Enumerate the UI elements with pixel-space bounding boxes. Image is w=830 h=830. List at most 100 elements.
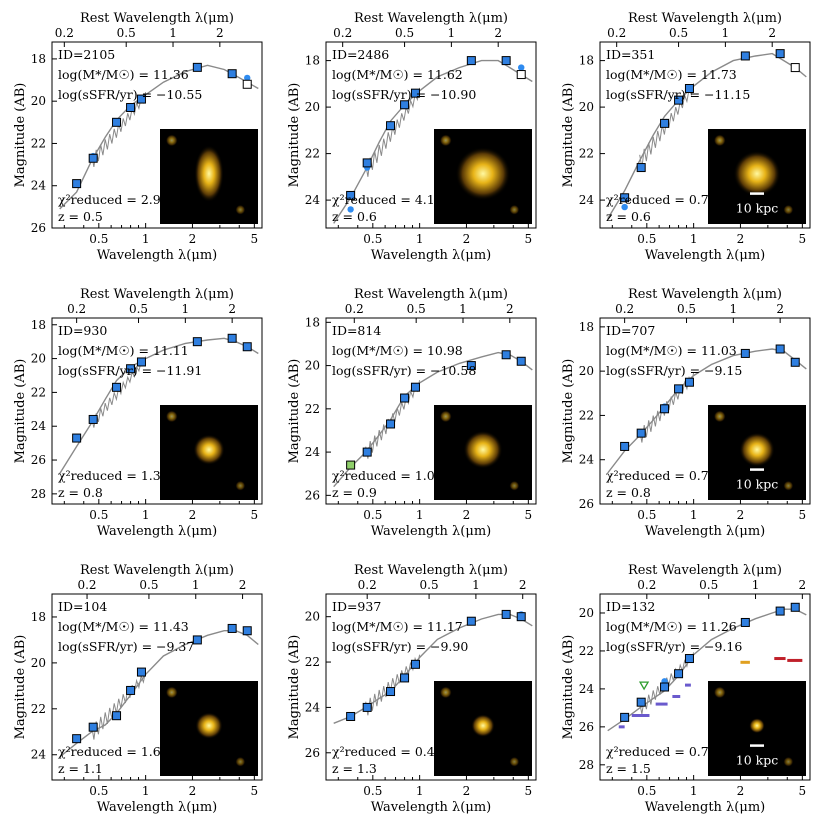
observed-point <box>660 404 670 414</box>
stellar-mass: log(M*/M☉) = 11.17 <box>332 619 463 634</box>
x-tick-label: 5 <box>251 232 259 246</box>
x-tick-label: 1 <box>416 232 424 246</box>
top-tick-label: 1 <box>459 302 467 316</box>
x-tick-label: 5 <box>251 784 259 798</box>
observed-point <box>72 433 82 443</box>
x-tick-label: 1 <box>142 784 150 798</box>
observed-point <box>136 357 146 367</box>
top-tick-label: 1 <box>182 302 190 316</box>
y-axis-label: Magnitude (AB) <box>13 83 28 188</box>
x-tick-label: 2 <box>737 784 745 798</box>
specific-sfr: log(sSFR/yr) = −9.90 <box>332 639 468 654</box>
observed-point <box>112 117 122 127</box>
stellar-mass: log(M*/M☉) = 11.36 <box>58 67 189 82</box>
observed-point <box>501 56 511 66</box>
x-tick-label: 2 <box>189 784 197 798</box>
y-tick-label: 20 <box>579 606 594 620</box>
top-tick-label: 1 <box>752 578 760 592</box>
x-tick-label: 5 <box>799 784 807 798</box>
y-tick-label: 24 <box>579 682 595 696</box>
observed-point <box>501 609 511 619</box>
x-tick-label: 0.5 <box>89 232 108 246</box>
observed-point <box>740 348 750 358</box>
galaxy <box>733 150 781 197</box>
top-axis-label: Rest Wavelength λ(μm) <box>354 11 508 26</box>
redshift: z = 0.8 <box>606 485 651 500</box>
companion-source <box>439 410 452 423</box>
specific-sfr: log(sSFR/yr) = −10.90 <box>332 87 476 102</box>
top-tick-label: 0.2 <box>615 302 634 316</box>
companion-source <box>439 134 452 147</box>
top-tick-label: 0.5 <box>699 578 718 592</box>
galaxy-id: ID=814 <box>332 323 381 338</box>
model-sed <box>607 52 807 220</box>
observed-point <box>516 356 526 366</box>
y-tick-label: 24 <box>31 748 47 762</box>
top-tick-label: 2 <box>494 26 502 40</box>
observed-point <box>636 428 646 438</box>
chi-squared: χ²reduced = 1.05 <box>332 468 443 483</box>
panel-frame <box>51 317 263 505</box>
panel-frame <box>325 41 537 229</box>
observed-point <box>192 635 202 645</box>
plot-area <box>59 333 259 500</box>
top-tick-label: 0.5 <box>117 26 136 40</box>
observed-point <box>227 623 237 633</box>
y-tick-label: 22 <box>31 385 46 399</box>
top-axis-label: Rest Wavelength λ(μm) <box>628 563 782 578</box>
galaxy <box>739 432 775 467</box>
top-tick-label: 2 <box>216 26 224 40</box>
x-tick-label: 1 <box>690 232 698 246</box>
observed-point <box>126 685 136 695</box>
y-tick-label: 22 <box>305 147 320 161</box>
stellar-mass: log(M*/M☉) = 10.98 <box>332 343 463 358</box>
plot-area <box>59 623 259 776</box>
observed-point <box>242 342 252 352</box>
companion-source <box>713 134 726 147</box>
observed-point <box>346 711 356 721</box>
observed-point <box>192 62 202 72</box>
y-axis-label: Magnitude (AB) <box>287 359 302 464</box>
x-tick-label: 2 <box>737 508 745 522</box>
upper-limit-point <box>346 460 356 470</box>
observed-point <box>620 193 630 203</box>
observed-point <box>466 616 476 626</box>
y-tick-label: 24 <box>305 445 321 459</box>
specific-sfr: log(sSFR/yr) = −11.91 <box>58 363 202 378</box>
observed-point <box>227 333 237 343</box>
observed-point <box>126 364 136 374</box>
observed-point <box>790 63 800 73</box>
galaxy <box>463 430 503 469</box>
x-axis-label: Wavelength λ(μm) <box>645 248 765 263</box>
observed-point <box>136 667 146 677</box>
y-axis-label: Magnitude (AB) <box>561 359 576 464</box>
y-tick-label: 22 <box>305 655 320 669</box>
observed-point <box>112 382 122 392</box>
y-tick-label: 24 <box>31 179 47 193</box>
y-tick-label: 22 <box>305 402 320 416</box>
observed-point <box>775 606 785 616</box>
galaxy-id: ID=2486 <box>332 47 389 62</box>
panel-2: 0.5 1 2 5 0.2 0.5 1 2 18 20 22 24 Wavelength λ(μm) Re… <box>287 11 537 263</box>
panel-1: 0.5 1 2 5 0.2 0.5 1 2 18 20 22 24 26 Wavelength λ(μm)… <box>13 11 263 263</box>
observed-point <box>516 70 526 80</box>
y-tick-label: 18 <box>31 52 46 66</box>
observed-point <box>362 158 372 168</box>
x-tick-label: 0.5 <box>363 784 382 798</box>
y-tick-label: 20 <box>305 359 320 373</box>
galaxy <box>455 147 511 201</box>
galaxy-id: ID=104 <box>58 599 107 614</box>
y-tick-label: 24 <box>305 700 321 714</box>
y-axis-label: Magnitude (AB) <box>561 635 576 740</box>
observed-point <box>386 121 396 131</box>
y-tick-label: 18 <box>305 315 320 329</box>
y-tick-label: 24 <box>31 419 47 433</box>
galaxy <box>194 145 224 203</box>
observed-point <box>636 697 646 707</box>
y-tick-label: 20 <box>579 364 594 378</box>
top-tick-label: 0.2 <box>345 302 364 316</box>
panel-7: 0.5 1 2 5 0.2 0.5 1 2 18 20 22 24 Wavelength λ(μm) Re… <box>13 563 263 815</box>
x-tick-label: 0.5 <box>637 508 656 522</box>
galaxy-id: ID=351 <box>606 47 655 62</box>
observed-point <box>466 56 476 66</box>
